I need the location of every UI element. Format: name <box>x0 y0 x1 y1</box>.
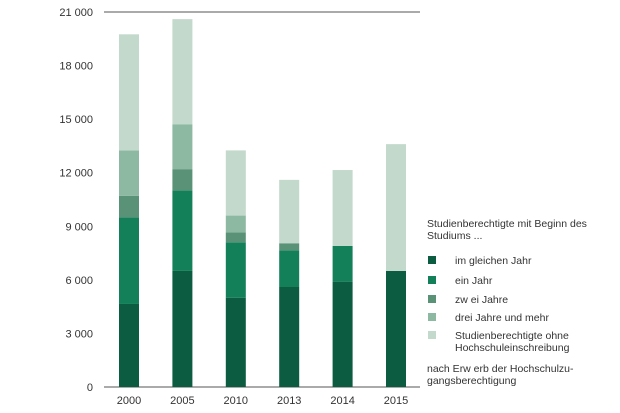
bar-segment <box>332 281 353 387</box>
legend-title: Studienberechtigte mit Beginn des Studium… <box>427 218 587 242</box>
bar-segment <box>386 144 406 271</box>
bar-segment <box>225 297 246 387</box>
x-axis: 2000 2005 2010 2013 2014 2015 <box>117 395 408 407</box>
legend-label-line: im gleichen Jahr <box>455 255 532 267</box>
bar-segment <box>279 250 300 287</box>
bar-segment <box>225 232 246 243</box>
legend-title-line: Studienberechtigte mit Beginn des <box>427 218 587 230</box>
legend-label-line: drei Jahre und mehr <box>455 312 549 324</box>
legend-swatch <box>428 276 436 284</box>
x-tick-label: 2005 <box>170 395 194 407</box>
bar-segment <box>172 169 193 191</box>
bars <box>119 19 406 387</box>
x-tick-label: 2010 <box>224 395 248 407</box>
bar-segment <box>119 34 139 151</box>
bar-segment <box>332 245 353 282</box>
legend-label: drei Jahre und mehr <box>455 312 549 324</box>
bar-segment <box>119 303 139 387</box>
x-tick-label: 2013 <box>277 395 301 407</box>
bar-segment <box>279 179 300 244</box>
bar-segment <box>225 215 246 233</box>
y-tick-label: 6 000 <box>65 275 93 287</box>
bar-segment <box>279 287 300 387</box>
legend: Studienberechtigte mit Beginn des Studium… <box>427 218 587 387</box>
y-tick-label: 12 000 <box>59 168 93 180</box>
bar-segment <box>172 19 193 125</box>
bar-segment <box>119 195 139 218</box>
x-tick-label: 2015 <box>384 395 408 407</box>
bar-segment <box>332 170 353 246</box>
x-tick-label: 2000 <box>117 395 141 407</box>
legend-label-line: Studienberechtigte ohne <box>455 330 569 342</box>
legend-swatch <box>428 256 436 264</box>
legend-label: im gleichen Jahr <box>455 255 532 267</box>
legend-footer-line: gangsberechtigung <box>427 375 516 387</box>
legend-label: Studienberechtigte ohne Hochschuleinschre… <box>455 330 570 354</box>
legend-label-line: ein Jahr <box>455 275 493 287</box>
legend-footer: nach Erw erb der Hochschulzu-gangsberech… <box>427 363 574 387</box>
legend-label-line: zw ei Jahre <box>455 294 508 306</box>
bar-segment <box>119 150 139 196</box>
y-axis: 0 3 000 6 000 9 000 12 000 15 000 18 000 21 000 <box>59 7 93 394</box>
bar-segment <box>279 243 300 251</box>
legend-label: ein Jahr <box>455 275 493 287</box>
bar-segment <box>172 124 193 170</box>
legend-label-line: Hochschuleinschreibung <box>455 342 570 354</box>
y-tick-label: 15 000 <box>59 114 93 126</box>
bar-segment <box>225 242 246 298</box>
y-tick-label: 21 000 <box>59 7 93 19</box>
bar-segment <box>172 270 193 387</box>
bar-segment <box>225 150 246 216</box>
bar-segment <box>172 190 193 271</box>
legend-swatch <box>428 313 436 321</box>
legend-title-line: Studiums ... <box>427 230 482 242</box>
y-tick-label: 9 000 <box>65 221 93 233</box>
legend-footer-line: nach Erw erb der Hochschulzu- <box>427 363 574 375</box>
bar-segment <box>386 270 406 387</box>
legend-swatch <box>428 295 436 303</box>
bar-segment <box>119 217 139 304</box>
y-tick-label: 3 000 <box>65 328 93 340</box>
legend-label: zw ei Jahre <box>455 294 508 306</box>
x-tick-label: 2014 <box>330 395 354 407</box>
legend-swatch <box>428 331 436 339</box>
y-tick-label: 18 000 <box>59 61 93 73</box>
y-tick-label: 0 <box>87 382 93 394</box>
